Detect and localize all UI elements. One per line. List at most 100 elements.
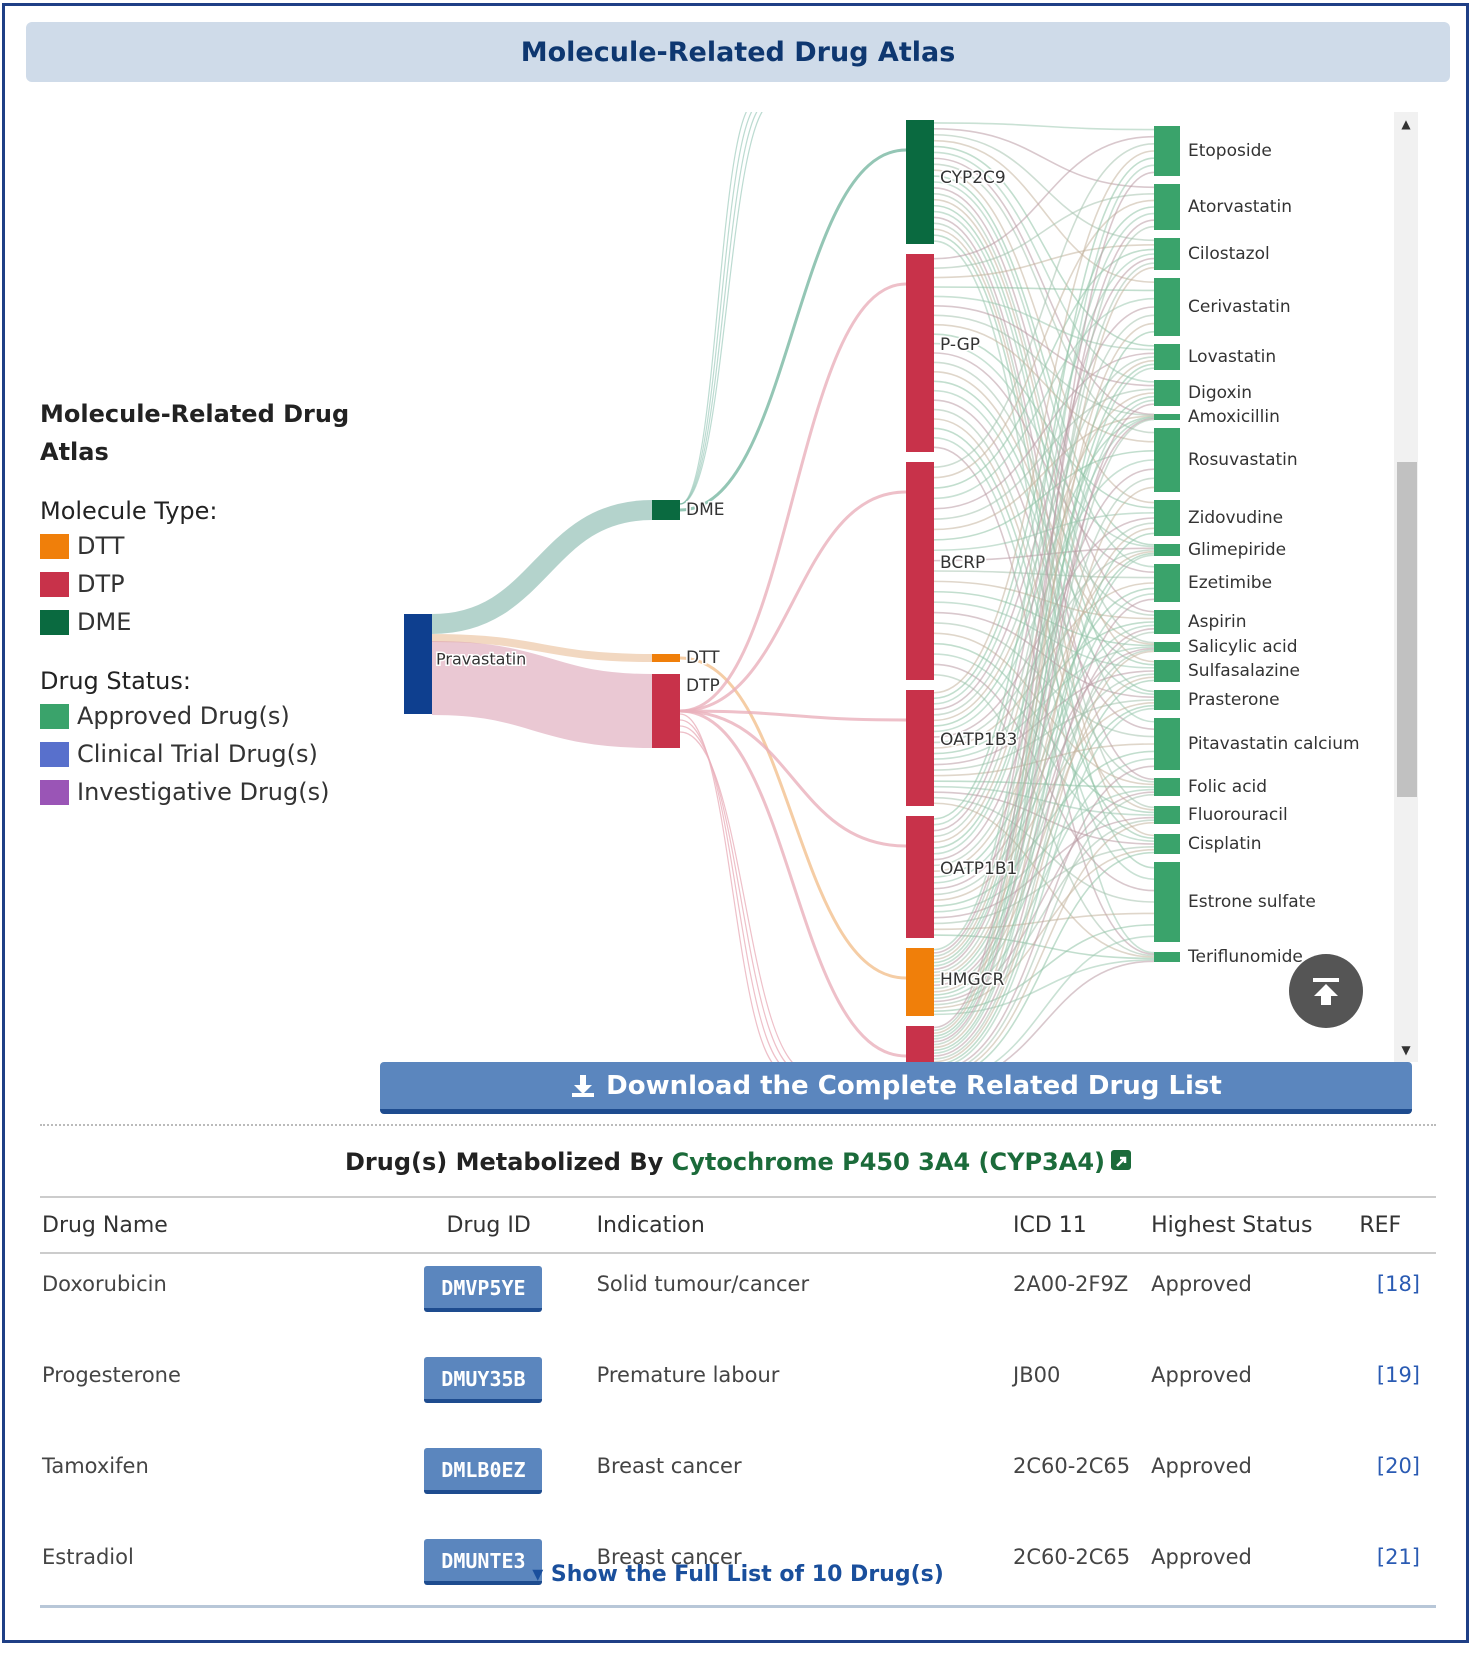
link-molecule-drug xyxy=(933,486,1155,1049)
ref-link[interactable]: [18] xyxy=(1376,1272,1420,1296)
link-molecule-drug xyxy=(933,171,1155,1029)
link-molecule-drug xyxy=(933,512,1155,552)
page-title: Molecule-Related Drug Atlas xyxy=(26,22,1450,82)
node-drug xyxy=(1154,500,1180,536)
node-drug-label: Aspirin xyxy=(1188,612,1247,632)
arrow-up-bar-icon xyxy=(1313,978,1339,1005)
node-molecule-label: OATP1B1 xyxy=(940,859,1017,879)
node-type-label: DME xyxy=(686,500,725,520)
link-molecule-drug xyxy=(933,257,1155,832)
molecule-type-label: Molecule Type: xyxy=(40,497,218,525)
node-drug xyxy=(1154,184,1180,230)
link-molecule-drug xyxy=(933,322,1155,961)
link-molecule-drug xyxy=(933,306,1155,711)
external-link-icon[interactable] xyxy=(1110,1150,1131,1170)
node-drug-label: Cerivastatin xyxy=(1188,297,1291,317)
link-molecule-drug xyxy=(933,527,1155,977)
drug-id-button[interactable]: DMUY35B xyxy=(424,1357,543,1403)
legend-label: DTP xyxy=(77,570,125,598)
drug-id-button[interactable]: DMVP5YE xyxy=(424,1266,543,1312)
node-type-label: DTP xyxy=(686,676,720,696)
link-molecule-drug xyxy=(933,673,1155,896)
node-drug-label: Ezetimibe xyxy=(1188,573,1272,593)
molecule-link[interactable]: Cytochrome P450 3A4 (CYP3A4) xyxy=(671,1148,1105,1176)
table-title-prefix: Drug(s) Metabolized By xyxy=(345,1148,672,1176)
node-molecule-label: BCRP xyxy=(940,553,985,573)
drug-id-button[interactable]: DMUNTE3 xyxy=(424,1539,543,1585)
ref-cell: [20] xyxy=(1357,1436,1436,1527)
link-molecule-drug xyxy=(933,395,1155,849)
link-type-molecule xyxy=(679,112,753,505)
node-molecule-label: CYP2C9 xyxy=(940,168,1006,188)
sankey-nodes: Pravastatin DME DTT DTP CYP2C9 P-GP BCRP OATP1B… xyxy=(404,120,1361,1062)
node-drug-label: Sulfasalazine xyxy=(1188,661,1300,681)
back-to-top-button[interactable] xyxy=(1289,954,1363,1028)
sankey-diagram[interactable]: Pravastatin DME DTT DTP CYP2C9 P-GP BCRP OATP1B… xyxy=(390,112,1420,1062)
indication: Premature labour xyxy=(596,1363,780,1387)
scroll-down-arrow-icon[interactable]: ▼ xyxy=(1401,1043,1411,1057)
node-drug xyxy=(1154,690,1180,710)
drug-name: Doxorubicin xyxy=(42,1272,167,1296)
drug-name: Progesterone xyxy=(42,1363,181,1387)
node-drug xyxy=(1154,660,1180,682)
link-molecule-drug xyxy=(933,169,1155,504)
link-source-dtt xyxy=(431,634,653,662)
node-drug-label: Atorvastatin xyxy=(1188,197,1292,217)
ref-link[interactable]: [20] xyxy=(1376,1454,1420,1478)
swatch-clinical xyxy=(40,741,69,767)
link-molecule-drug xyxy=(933,593,1155,983)
drug-id-button[interactable]: DMLB0EZ xyxy=(424,1448,543,1494)
node-source xyxy=(404,614,432,714)
link-molecule-drug xyxy=(933,219,1155,954)
link-molecule-drug xyxy=(933,632,1155,786)
link-molecule-drug xyxy=(933,157,1155,820)
legend-item-approved: Approved Drug(s) xyxy=(40,697,360,735)
node-drug-label: Fluorouracil xyxy=(1188,805,1288,825)
link-molecule-drug xyxy=(933,912,1155,931)
download-drug-list-button[interactable]: Download the Complete Related Drug List xyxy=(380,1062,1412,1114)
link-molecule-drug xyxy=(933,128,1155,189)
indication: Breast cancer xyxy=(596,1545,742,1569)
drug-id-cell: DMUNTE3 xyxy=(422,1527,594,1618)
node-drug xyxy=(1154,238,1180,270)
node-molecule xyxy=(906,120,934,244)
legend-label: Investigative Drug(s) xyxy=(77,778,330,806)
node-drug xyxy=(1154,344,1180,370)
link-molecule-drug xyxy=(933,143,1155,468)
drug-id-cell: DMUY35B xyxy=(422,1345,594,1436)
link-molecule-drug xyxy=(979,851,1155,1062)
node-drug xyxy=(1154,428,1180,492)
divider xyxy=(40,1605,1436,1608)
drug-id-cell: DMVP5YE xyxy=(422,1253,594,1345)
scroll-up-arrow-icon[interactable]: ▲ xyxy=(1401,117,1411,131)
sankey-scrollbar[interactable]: ▲ ▼ xyxy=(1394,112,1418,1062)
show-full-list-link[interactable]: ▾ Show the Full List of 10 Drug(s) xyxy=(40,1562,1436,1587)
node-drug xyxy=(1154,778,1180,796)
show-full-label: Show the Full List of 10 Drug(s) xyxy=(550,1562,944,1587)
divider xyxy=(40,1124,1436,1126)
swatch-approved xyxy=(40,703,69,729)
node-drug xyxy=(1154,278,1180,336)
scroll-thumb[interactable] xyxy=(1397,462,1417,797)
swatch-dme xyxy=(40,609,69,635)
link-molecule-drug xyxy=(933,676,1155,993)
highest-status: Approved xyxy=(1151,1454,1252,1478)
legend-label: DME xyxy=(77,608,132,636)
node-drug xyxy=(1154,952,1180,962)
link-source-dtp xyxy=(431,641,653,748)
node-molecule-label: HMGCR xyxy=(940,970,1004,990)
node-drug-label: Cilostazol xyxy=(1188,244,1270,264)
node-drug-label: Digoxin xyxy=(1188,383,1252,403)
link-molecule-drug xyxy=(961,765,1155,1062)
node-type xyxy=(652,674,680,748)
ref-link[interactable]: [19] xyxy=(1376,1363,1420,1387)
link-molecule-drug xyxy=(1002,960,1155,1062)
ref-cell: [18] xyxy=(1357,1253,1436,1345)
link-molecule-drug xyxy=(933,650,1155,1062)
ref-link[interactable]: [21] xyxy=(1376,1545,1420,1569)
ref-cell: [21] xyxy=(1357,1527,1436,1618)
link-molecule-drug xyxy=(933,649,1155,990)
link-type-molecule xyxy=(679,709,907,722)
table-title: Drug(s) Metabolized By Cytochrome P450 3… xyxy=(40,1148,1436,1176)
link-molecule-drug xyxy=(933,295,1155,351)
